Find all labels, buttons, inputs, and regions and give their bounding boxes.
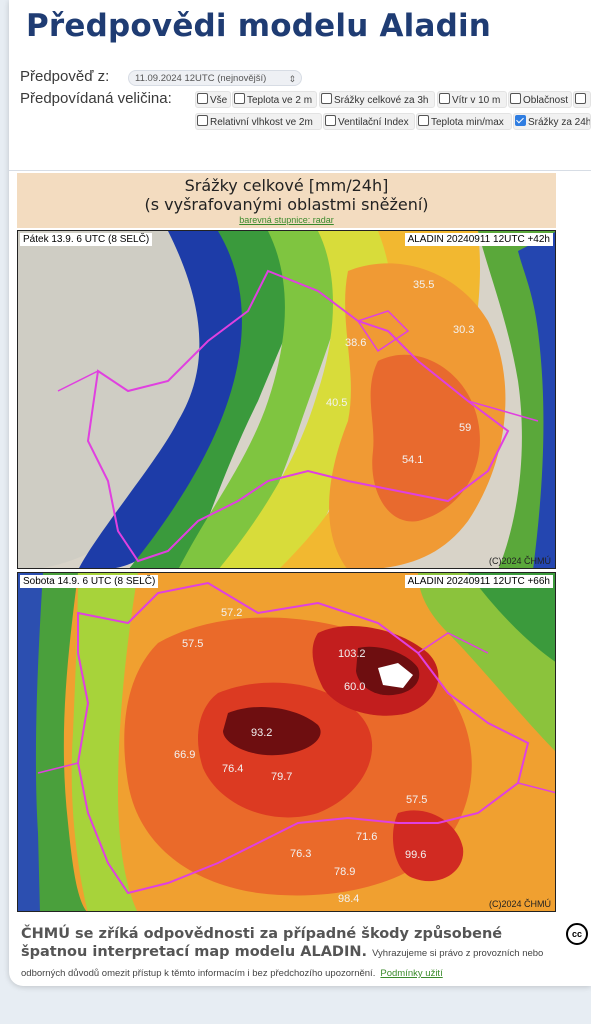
value-label: 76.4 <box>222 763 243 775</box>
precipitation-map-1: 35.5 38.6 30.3 40.5 59 54.1 <box>18 231 555 568</box>
value-label: 38.6 <box>345 337 366 349</box>
forecast-run-select[interactable]: 11.09.2024 12UTC (nejnovější) ⇕ <box>128 70 302 86</box>
precipitation-map-2: 57.2 57.5 103.2 60.0 93.2 76.4 79.7 66.9… <box>18 573 555 911</box>
option-overflow[interactable] <box>573 91 591 108</box>
forecast-map-panel-2: 57.2 57.5 103.2 60.0 93.2 76.4 79.7 66.9… <box>17 572 556 912</box>
option-relativni-vlhkost[interactable]: Relativní vlhkost ve 2m <box>195 113 322 130</box>
option-teplota-minmax[interactable]: Teplota min/max <box>416 113 512 130</box>
creative-commons-icon[interactable]: cc <box>566 923 588 945</box>
value-label: 57.5 <box>182 638 203 650</box>
chevron-updown-icon: ⇕ <box>288 74 296 84</box>
value-label: 79.7 <box>271 771 292 783</box>
checkbox-vse[interactable] <box>197 93 208 104</box>
panel-date-label: Sobota 14.9. 6 UTC (8 SELČ) <box>20 575 159 588</box>
value-label: 103.2 <box>338 648 366 660</box>
value-label: 60.0 <box>344 681 365 693</box>
value-label: 57.2 <box>221 607 242 619</box>
terms-link[interactable]: Podmínky užití <box>380 968 443 979</box>
value-label: 98.4 <box>338 893 359 905</box>
value-label: 54.1 <box>402 454 423 466</box>
copyright: (C)2024 ČHMÚ <box>488 899 551 909</box>
panel-date-label: Pátek 13.9. 6 UTC (8 SELČ) <box>20 233 153 246</box>
copyright: (C)2024 ČHMÚ <box>488 556 551 566</box>
checkbox-vitr-10m[interactable] <box>439 93 450 104</box>
value-label: 59 <box>459 422 471 434</box>
checkbox-oblacnost[interactable] <box>510 93 521 104</box>
value-label: 66.9 <box>174 749 195 761</box>
forecast-map-panel-1: 35.5 38.6 30.3 40.5 59 54.1 Pátek 13.9. … <box>17 230 556 569</box>
checkbox-teplota-minmax[interactable] <box>418 115 429 126</box>
checkbox-srazky-24h[interactable] <box>515 115 526 126</box>
option-ventilacni-index[interactable]: Ventilační Index <box>323 113 415 130</box>
value-label: 76.3 <box>290 848 311 860</box>
option-srazky-3h[interactable]: Srážky celkové za 3h <box>319 91 435 108</box>
value-label: 40.5 <box>326 397 347 409</box>
checkbox-ventilacni-index[interactable] <box>325 115 336 126</box>
disclaimer: ČHMÚ se zříká odpovědnosti za případné š… <box>21 925 561 983</box>
value-label: 93.2 <box>251 727 272 739</box>
panel-run-label: ALADIN 20240911 12UTC +42h <box>404 233 553 246</box>
option-teplota-2m[interactable]: Teplota ve 2 m <box>232 91 317 108</box>
map-title: Srážky celkové [mm/24h] <box>184 176 389 195</box>
map-subtitle: (s vyšrafovanými oblastmi sněžení) <box>144 195 429 214</box>
checkbox-relativni-vlhkost[interactable] <box>197 115 208 126</box>
option-srazky-24h[interactable]: Srážky za 24h <box>513 113 591 130</box>
color-scale-link[interactable]: barevná stupnice: radar <box>239 215 334 225</box>
forecast-from-label: Předpověď z: <box>20 68 110 85</box>
checkbox-teplota-2m[interactable] <box>234 93 245 104</box>
forecast-run-value: 11.09.2024 12UTC (nejnovější) <box>135 73 267 84</box>
value-label: 99.6 <box>405 849 426 861</box>
panel-run-label: ALADIN 20240911 12UTC +66h <box>404 575 553 588</box>
option-oblacnost[interactable]: Oblačnost <box>508 91 572 108</box>
map-header: Srážky celkové [mm/24h] (s vyšrafovanými… <box>17 173 556 228</box>
value-label: 35.5 <box>413 279 434 291</box>
checkbox-overflow[interactable] <box>575 93 586 104</box>
option-vse[interactable]: Vše <box>195 91 231 108</box>
value-label: 71.6 <box>356 831 377 843</box>
quantity-label: Předpovídaná veličina: <box>20 90 172 107</box>
value-label: 78.9 <box>334 866 355 878</box>
disclaimer-bold: ČHMÚ se zříká odpovědnosti za případné š… <box>21 926 503 960</box>
divider <box>9 170 591 171</box>
page-title: Předpovědi modelu Aladin <box>26 8 492 44</box>
value-label: 30.3 <box>453 324 474 336</box>
option-vitr-10m[interactable]: Vítr v 10 m <box>437 91 507 108</box>
checkbox-srazky-3h[interactable] <box>321 93 332 104</box>
value-label: 57.5 <box>406 794 427 806</box>
disclaimer-small: Vyhrazujeme si právo z provozních nebo o… <box>21 948 544 979</box>
